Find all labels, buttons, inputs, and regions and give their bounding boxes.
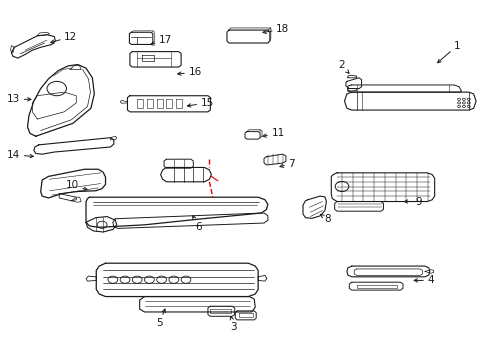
Polygon shape: [34, 138, 114, 154]
Polygon shape: [163, 159, 193, 168]
Polygon shape: [137, 99, 143, 108]
Text: 3: 3: [230, 316, 237, 332]
Polygon shape: [37, 32, 49, 36]
Text: 2: 2: [337, 60, 348, 73]
Polygon shape: [86, 217, 117, 232]
Polygon shape: [96, 263, 258, 297]
Polygon shape: [41, 169, 105, 198]
Polygon shape: [330, 173, 434, 202]
Polygon shape: [32, 92, 76, 119]
Polygon shape: [130, 51, 181, 67]
Polygon shape: [345, 78, 361, 89]
Text: 4: 4: [413, 275, 433, 285]
Polygon shape: [127, 96, 210, 112]
Polygon shape: [147, 99, 153, 108]
Polygon shape: [120, 100, 127, 103]
Polygon shape: [235, 311, 256, 320]
Polygon shape: [347, 75, 356, 78]
Polygon shape: [140, 297, 255, 312]
Polygon shape: [347, 85, 461, 92]
Polygon shape: [348, 282, 402, 290]
Text: 6: 6: [192, 216, 202, 231]
Polygon shape: [207, 306, 234, 316]
Polygon shape: [226, 30, 269, 43]
Polygon shape: [334, 202, 383, 211]
Text: 14: 14: [7, 150, 33, 160]
Polygon shape: [59, 194, 76, 201]
Polygon shape: [110, 136, 117, 140]
Polygon shape: [176, 99, 182, 108]
Polygon shape: [70, 65, 81, 69]
Text: 17: 17: [150, 35, 172, 45]
Text: 1: 1: [437, 41, 460, 63]
Polygon shape: [160, 167, 211, 182]
Text: 15: 15: [187, 98, 213, 108]
Polygon shape: [10, 45, 14, 53]
Polygon shape: [344, 92, 475, 110]
Polygon shape: [238, 314, 253, 318]
Polygon shape: [71, 197, 81, 202]
Polygon shape: [129, 32, 153, 44]
Text: 7: 7: [280, 159, 294, 169]
Polygon shape: [11, 35, 55, 58]
Text: 13: 13: [7, 94, 31, 104]
Polygon shape: [346, 266, 429, 277]
Text: 5: 5: [156, 309, 165, 328]
Polygon shape: [27, 64, 94, 136]
Polygon shape: [113, 213, 267, 228]
Text: 9: 9: [404, 197, 421, 207]
Polygon shape: [166, 99, 172, 108]
Polygon shape: [142, 55, 154, 61]
Polygon shape: [157, 99, 162, 108]
Polygon shape: [244, 132, 260, 139]
Polygon shape: [356, 285, 396, 288]
Polygon shape: [86, 276, 96, 281]
Polygon shape: [353, 269, 422, 275]
Polygon shape: [424, 270, 433, 273]
Text: 10: 10: [65, 180, 87, 190]
Polygon shape: [347, 89, 356, 91]
Text: 8: 8: [320, 214, 330, 224]
Text: 18: 18: [263, 24, 289, 35]
Polygon shape: [264, 154, 285, 165]
Text: 16: 16: [177, 67, 201, 77]
Text: 11: 11: [263, 129, 284, 138]
Text: 12: 12: [51, 32, 77, 43]
Polygon shape: [86, 197, 267, 227]
Polygon shape: [210, 309, 230, 314]
Polygon shape: [258, 275, 266, 281]
Polygon shape: [303, 196, 326, 219]
